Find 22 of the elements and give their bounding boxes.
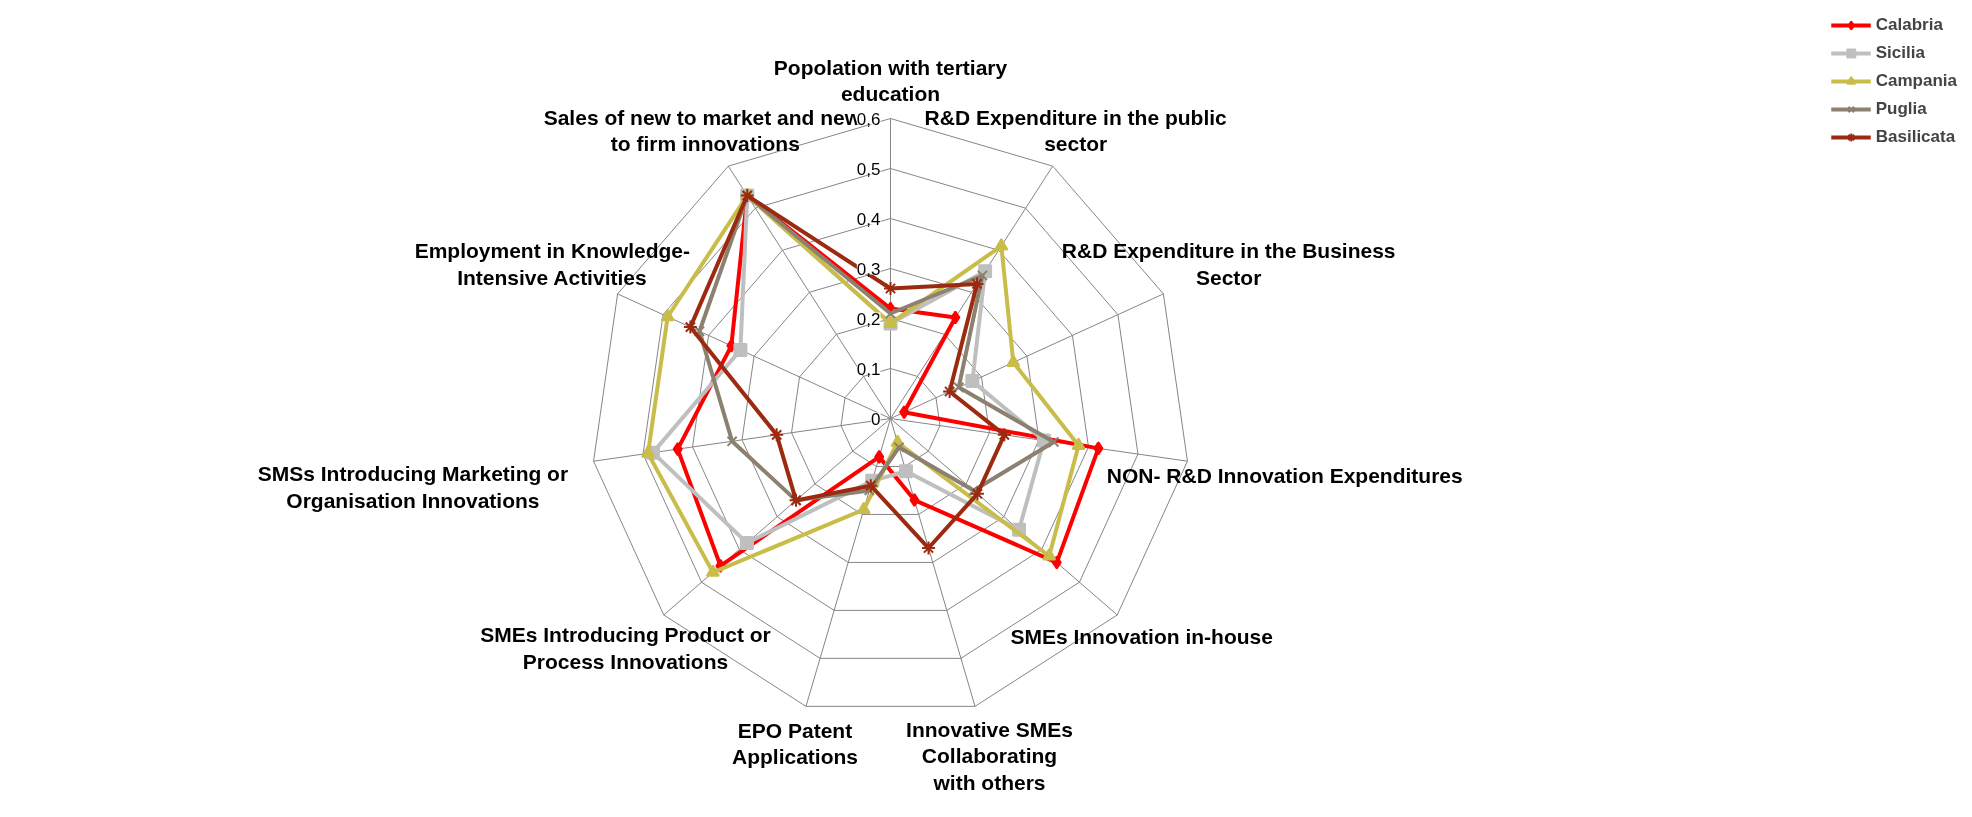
spoke-label: R&D Expenditure in the Business Sector [1061, 239, 1396, 289]
y-tick-label: 0,4 [856, 209, 881, 229]
spoke-label: Popolation with tertiary education [773, 55, 1008, 106]
spoke-label: R&D Expenditure in the public sector [924, 105, 1228, 156]
y-tick-label: 0,3 [856, 259, 881, 279]
y-tick-label: 0,5 [856, 159, 881, 179]
spoke-label: SMSs Introducing Marketing or Organisation Innovations [257, 462, 569, 512]
y-tick-label: 0 [871, 409, 881, 429]
spoke-label: SMEs Innovation in-house [1010, 624, 1273, 648]
legend-label: Calabria [1875, 15, 1943, 35]
spoke-label: Employment in Knowledge-Intensive Activities [414, 239, 691, 289]
y-tick-label: 0,1 [856, 359, 881, 379]
legend-label: Campania [1875, 71, 1957, 91]
spoke-label: SMEs Introducing Product or Process Innovations [480, 623, 771, 673]
y-tick-label: 0,6 [856, 109, 881, 129]
legend-label: Sicilia [1875, 43, 1925, 63]
spoke-label: EPO Patent Applications [731, 719, 858, 769]
spoke-label: NON- R&D Innovation Expenditures [1106, 463, 1463, 487]
legend-label: Puglia [1875, 99, 1927, 119]
spoke-label: Innovative SMEs Collaborating with others [906, 717, 1073, 794]
y-tick-label: 0,2 [856, 309, 881, 329]
legend-label: Basilicata [1875, 127, 1956, 147]
